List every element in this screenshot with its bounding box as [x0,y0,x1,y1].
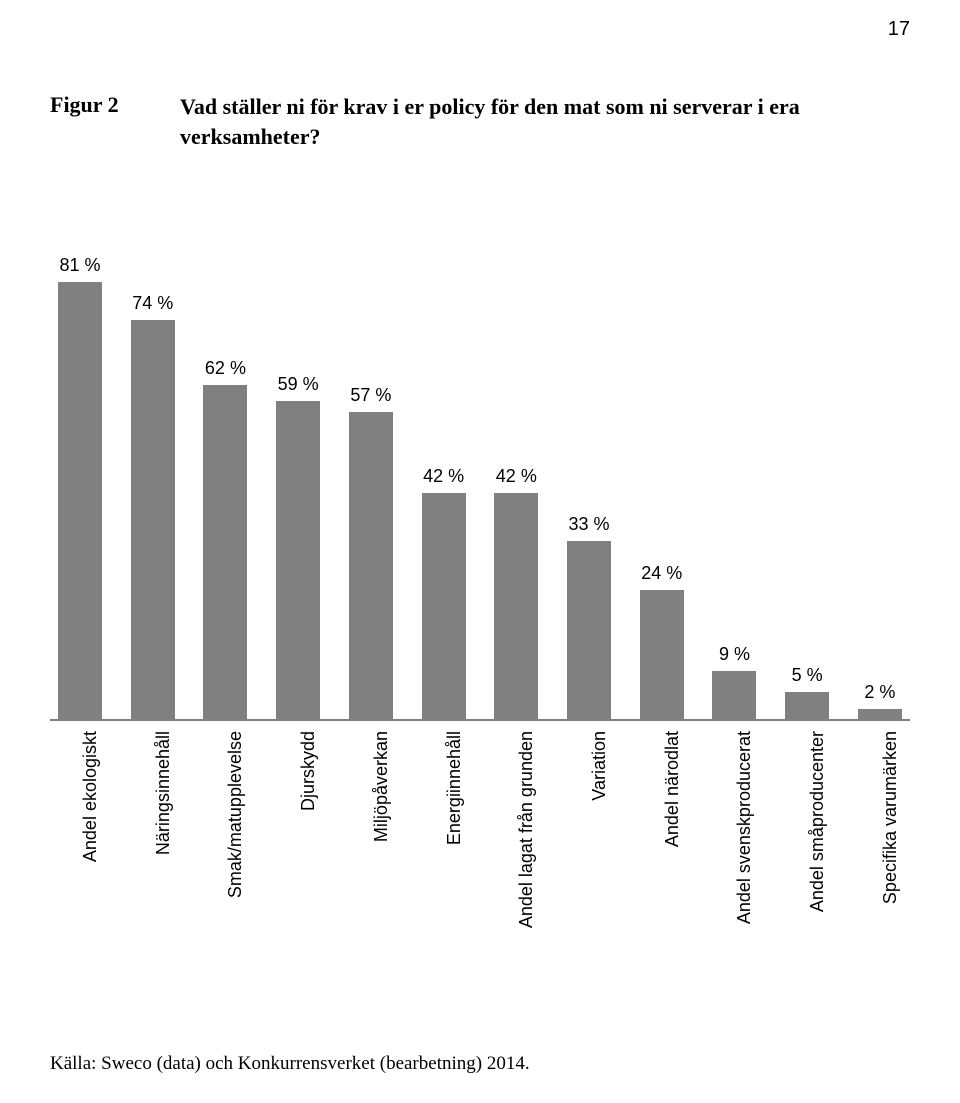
bars-region: 81 % 74 % 62 % 59 % 57 % 42 % 42 % 33 % 24 % 9 % 5… [50,181,910,721]
bar-value-label: 24 % [641,563,682,584]
bar-value-label: 42 % [496,466,537,487]
category-label: Andel närodlat [662,731,683,847]
bar: 9 % [711,644,757,720]
category-slot: Djurskydd [275,721,321,731]
bar-rect [276,401,320,720]
bar-rect [712,671,756,720]
bar-value-label: 2 % [864,682,895,703]
bar: 2 % [857,682,903,720]
bar-value-label: 5 % [792,665,823,686]
bar-value-label: 42 % [423,466,464,487]
category-slot: Andel närodlat [639,721,685,731]
category-label: Miljöpåverkan [371,731,392,842]
category-slot: Miljöpåverkan [348,721,394,731]
bar-value-label: 81 % [59,255,100,276]
bar-rect [640,590,684,720]
bar: 42 % [493,466,539,720]
bar-rect [131,320,175,720]
category-slot: Andel svenskproducerat [711,721,757,731]
bar: 81 % [57,255,103,719]
figure-title-block: Figur 2 Vad ställer ni för krav i er pol… [50,92,910,151]
category-slot: Variation [566,721,612,731]
bar-rect [203,385,247,720]
category-label: Andel småproducenter [807,731,828,912]
bar: 42 % [421,466,467,720]
bar: 24 % [639,563,685,720]
bar: 5 % [784,665,830,719]
bar-rect [858,709,902,720]
category-slot: Specifika varumärken [857,721,903,731]
category-label: Specifika varumärken [880,731,901,904]
bar-rect [349,412,393,720]
category-label: Energiinnehåll [444,731,465,845]
category-label: Andel ekologiskt [80,731,101,862]
bar: 33 % [566,514,612,719]
bar-chart: 81 % 74 % 62 % 59 % 57 % 42 % 42 % 33 % 24 % 9 % 5… [50,181,910,961]
bar-rect [567,541,611,719]
bar-rect [422,493,466,720]
bar-value-label: 9 % [719,644,750,665]
bar-value-label: 59 % [278,374,319,395]
figure-label: Figur 2 [50,92,180,118]
bar-value-label: 62 % [205,358,246,379]
category-slot: Andel ekologiskt [57,721,103,731]
category-label: Andel svenskproducerat [734,731,755,924]
bar-rect [785,692,829,719]
bar-value-label: 74 % [132,293,173,314]
category-slot: Energiinnehåll [421,721,467,731]
category-label: Variation [589,731,610,801]
page-number: 17 [888,18,910,41]
bar-rect [494,493,538,720]
bar-value-label: 33 % [569,514,610,535]
source-note: Källa: Sweco (data) och Konkurrensverket… [50,1053,530,1075]
figure-title: Vad ställer ni för krav i er policy för … [180,92,910,151]
bar-rect [58,282,102,719]
bar: 59 % [275,374,321,720]
category-label: Smak/matupplevelse [225,731,246,898]
category-slot: Näringsinnehåll [130,721,176,731]
category-slot: Smak/matupplevelse [202,721,248,731]
bar: 62 % [202,358,248,720]
category-label: Näringsinnehåll [153,731,174,855]
bar-value-label: 57 % [350,385,391,406]
category-label: Andel lagat från grunden [516,731,537,928]
category-slot: Andel småproducenter [784,721,830,731]
category-label: Djurskydd [298,731,319,811]
category-slot: Andel lagat från grunden [493,721,539,731]
page: 17 Figur 2 Vad ställer ni för krav i er … [0,0,960,1103]
bar: 57 % [348,385,394,720]
category-labels-region: Andel ekologiskt Näringsinnehåll Smak/matu… [50,721,910,731]
bar: 74 % [130,293,176,720]
